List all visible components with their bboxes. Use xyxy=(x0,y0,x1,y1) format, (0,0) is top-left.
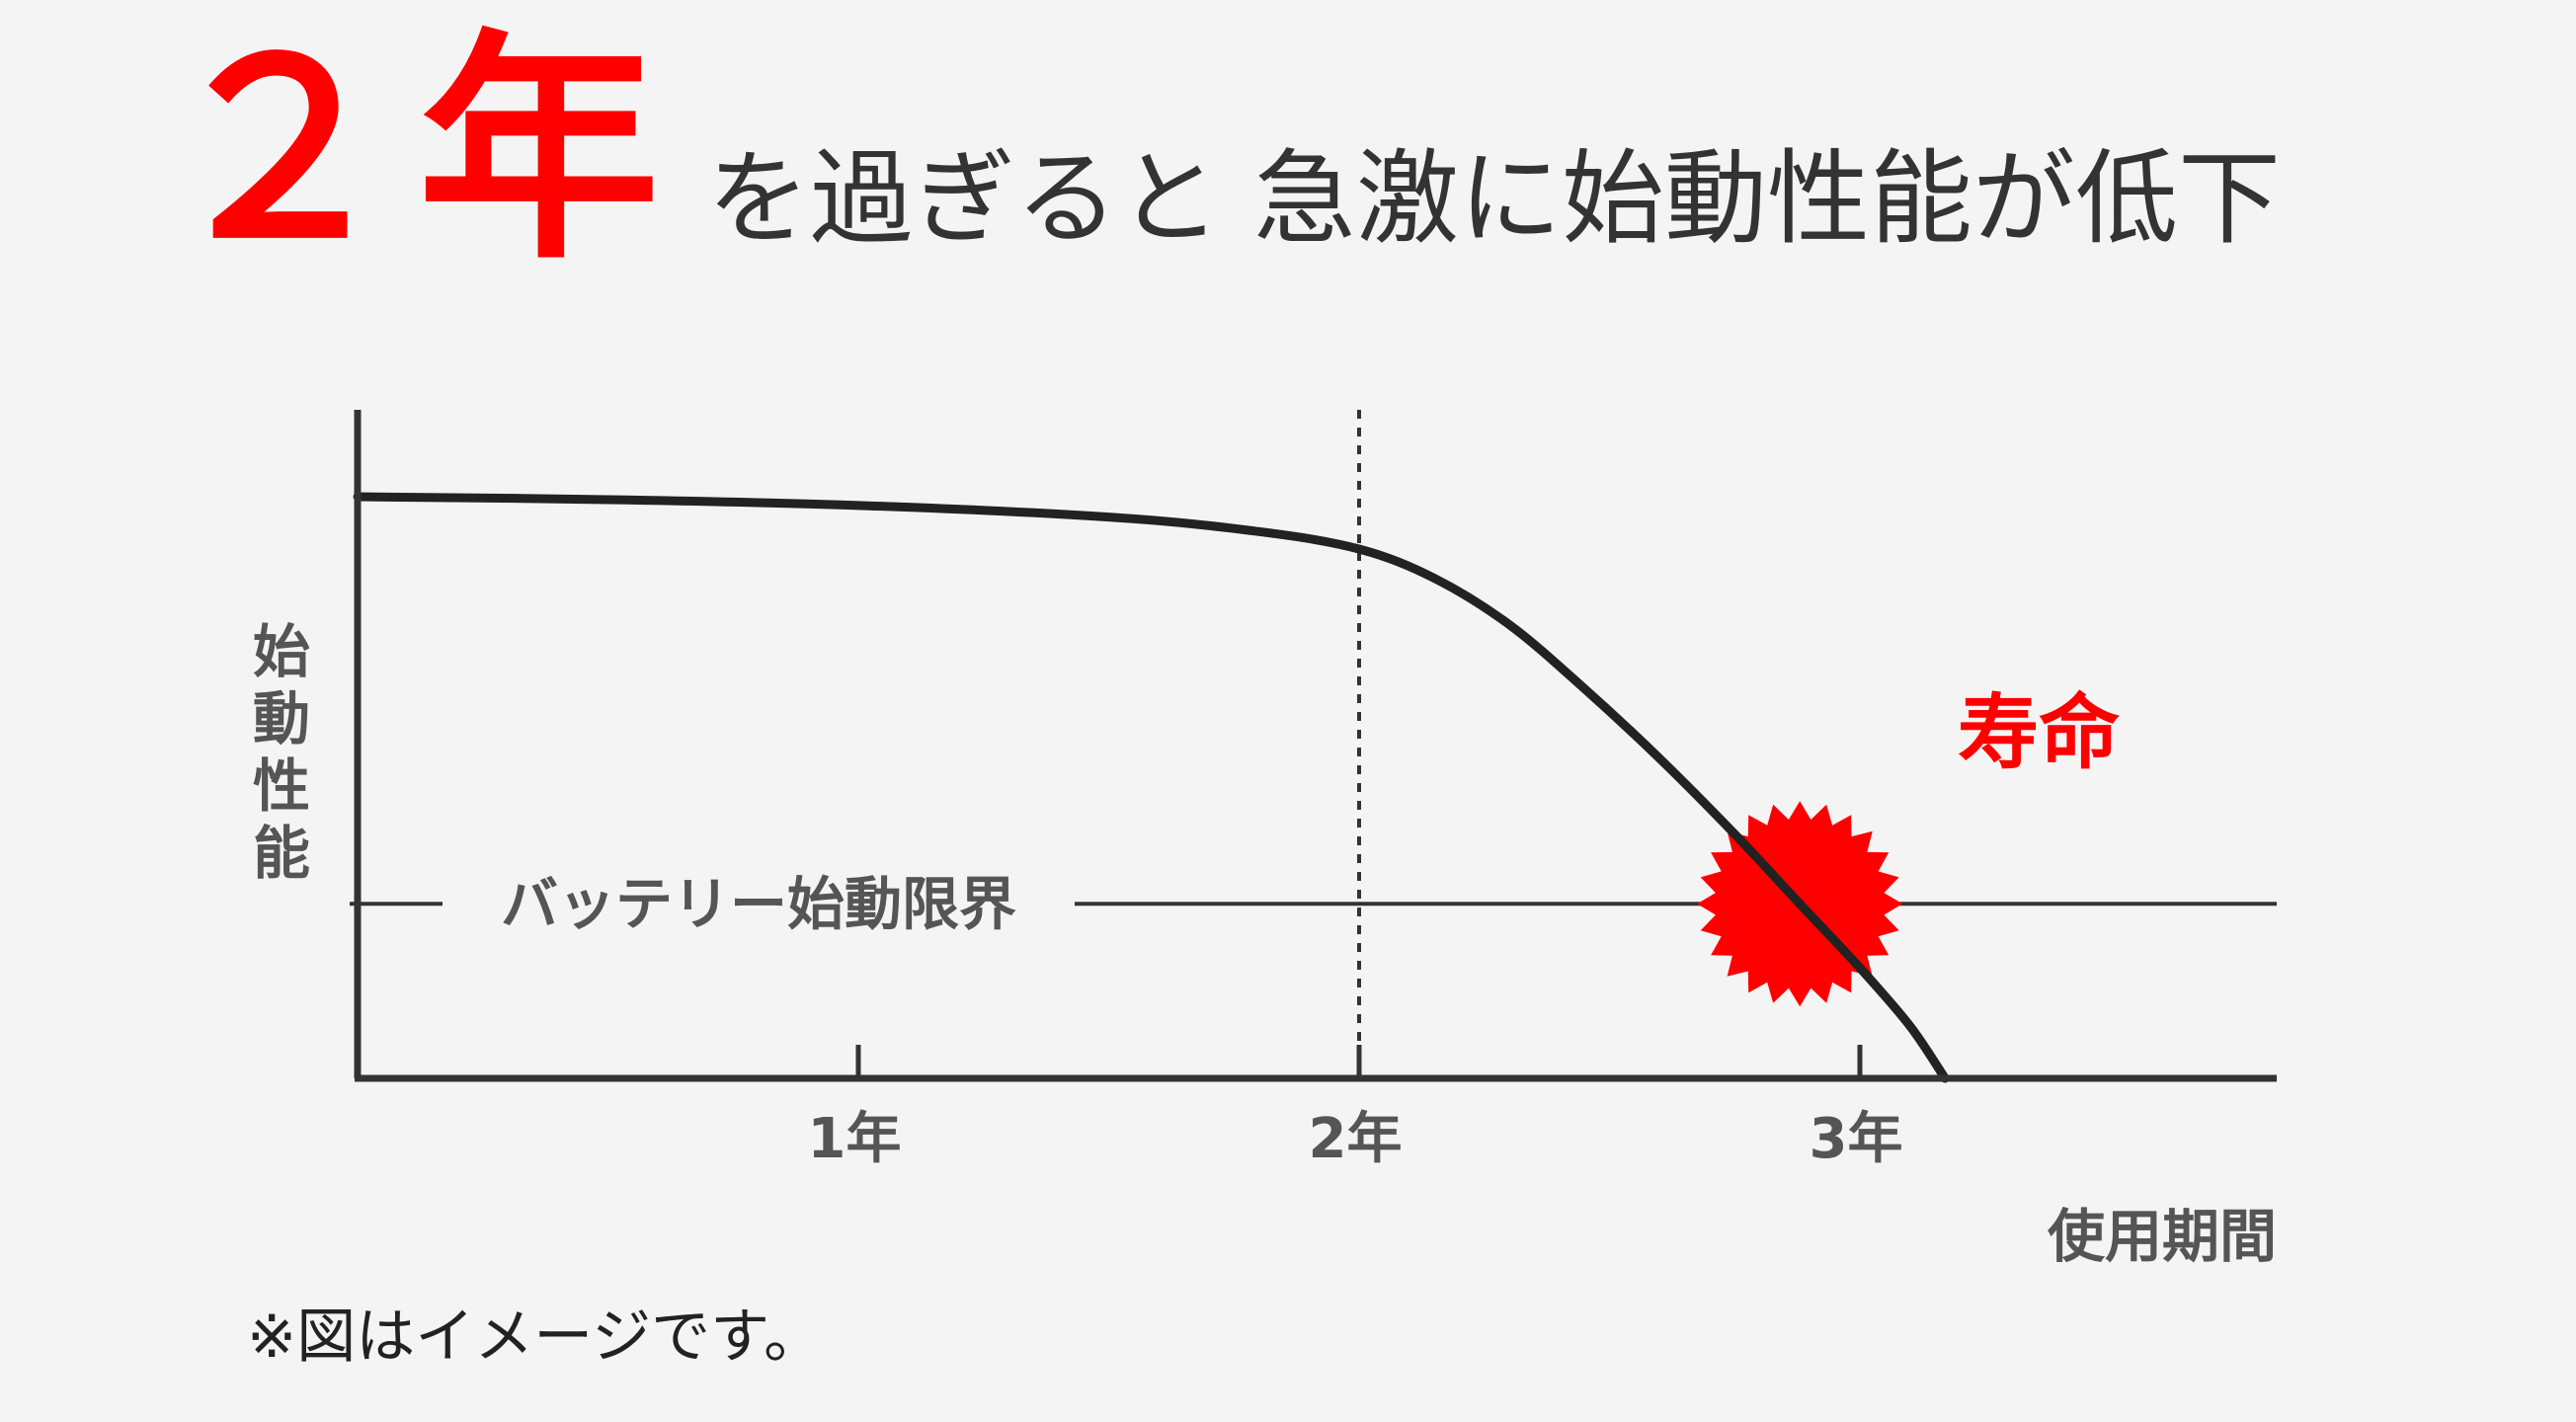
performance-curve xyxy=(353,492,1950,1083)
headline-text: を過ぎると 急激に始動性能が低下 xyxy=(707,138,2282,259)
threshold-label-background xyxy=(443,864,1075,944)
lifespan-label: 寿命 xyxy=(1958,686,2120,780)
headline-emphasis: ２年 xyxy=(158,10,678,291)
headline: ２年 を過ぎると 急激に始動性能が低下 xyxy=(158,30,2281,286)
x-tick-label: 1年 xyxy=(808,1107,902,1171)
x-tick-label: 2年 xyxy=(1309,1107,1403,1171)
x-axis-label: 使用期間 xyxy=(2048,1203,2277,1270)
x-ticks: 1年 2年 3年 xyxy=(808,1045,1903,1171)
threshold-label: バッテリー始動限界 xyxy=(501,870,1016,937)
x-tick-label: 3年 xyxy=(1810,1107,1903,1171)
footnote: ※図はイメージです。 xyxy=(247,1303,824,1372)
y-axis-label: 始動性能 xyxy=(253,618,310,887)
